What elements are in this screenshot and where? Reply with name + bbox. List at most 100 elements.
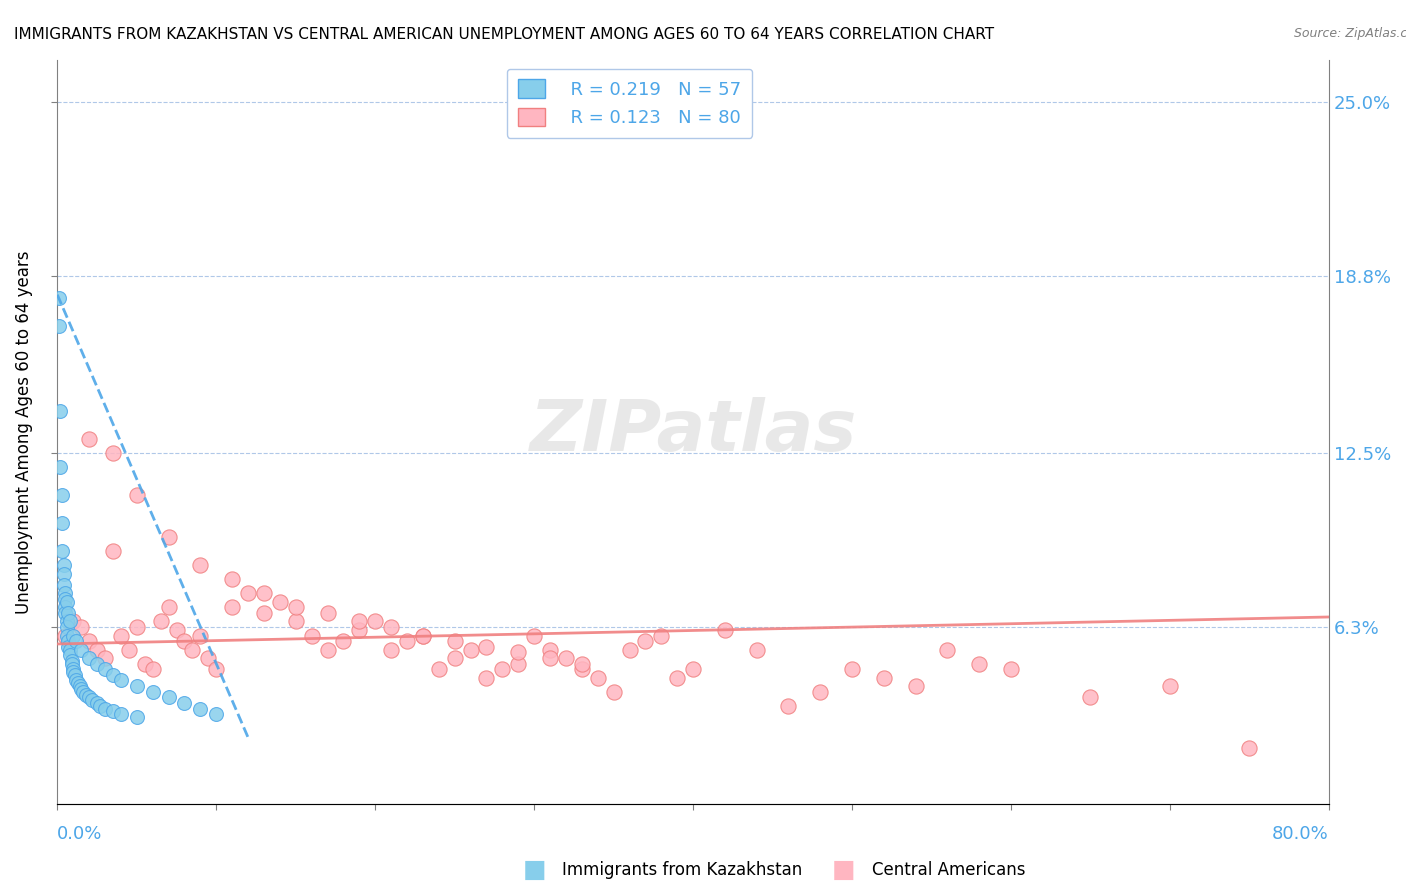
Point xyxy=(70,620,93,634)
Point xyxy=(808,684,831,698)
Point xyxy=(571,657,593,671)
Point xyxy=(52,558,75,573)
Point xyxy=(49,459,72,474)
Point xyxy=(66,676,89,690)
Point xyxy=(62,628,84,642)
Text: ZIPatlas: ZIPatlas xyxy=(530,397,856,467)
Point xyxy=(101,705,124,719)
Point xyxy=(52,578,75,592)
Point xyxy=(56,615,79,629)
Point xyxy=(349,623,371,637)
Point xyxy=(86,657,108,671)
Point xyxy=(475,671,498,685)
Point xyxy=(205,707,228,722)
Point xyxy=(56,595,79,609)
Point xyxy=(284,600,307,615)
Point xyxy=(70,642,93,657)
Point xyxy=(841,662,863,676)
Point xyxy=(190,628,212,642)
Point xyxy=(1159,679,1181,693)
Point xyxy=(157,690,180,705)
Point xyxy=(63,668,86,682)
Point xyxy=(1239,740,1261,755)
Point xyxy=(110,707,132,722)
Point xyxy=(75,688,97,702)
Point xyxy=(197,651,219,665)
Point xyxy=(190,701,212,715)
Point xyxy=(59,615,82,629)
Point xyxy=(110,628,132,642)
Point xyxy=(714,623,737,637)
Point xyxy=(619,642,641,657)
Point xyxy=(149,615,172,629)
Point xyxy=(77,634,100,648)
Text: 80.0%: 80.0% xyxy=(1272,825,1329,843)
Point xyxy=(58,606,80,620)
Text: IMMIGRANTS FROM KAZAKHSTAN VS CENTRAL AMERICAN UNEMPLOYMENT AMONG AGES 60 TO 64 : IMMIGRANTS FROM KAZAKHSTAN VS CENTRAL AM… xyxy=(14,27,994,42)
Point xyxy=(52,566,75,581)
Point xyxy=(181,642,204,657)
Point xyxy=(1080,690,1102,705)
Point xyxy=(101,446,124,460)
Point xyxy=(134,657,156,671)
Point xyxy=(349,615,371,629)
Point xyxy=(94,651,117,665)
Text: ■: ■ xyxy=(832,858,855,881)
Point xyxy=(508,657,530,671)
Point xyxy=(284,615,307,629)
Point xyxy=(58,640,80,654)
Text: 0.0%: 0.0% xyxy=(58,825,103,843)
Point xyxy=(538,651,561,665)
Point xyxy=(873,671,896,685)
Point xyxy=(142,662,165,676)
Point xyxy=(460,642,482,657)
Text: Source: ZipAtlas.com: Source: ZipAtlas.com xyxy=(1294,27,1406,40)
Point xyxy=(190,558,212,573)
Point xyxy=(253,586,276,600)
Point xyxy=(56,620,79,634)
Point xyxy=(555,651,578,665)
Point xyxy=(142,684,165,698)
Point xyxy=(157,600,180,615)
Point xyxy=(586,671,609,685)
Point xyxy=(157,530,180,544)
Point xyxy=(523,628,546,642)
Point xyxy=(571,662,593,676)
Point xyxy=(650,628,672,642)
Point xyxy=(173,696,195,710)
Point xyxy=(967,657,990,671)
Point xyxy=(316,642,339,657)
Point xyxy=(48,292,70,306)
Point xyxy=(69,679,91,693)
Point xyxy=(118,642,141,657)
Point xyxy=(77,432,100,446)
Point xyxy=(60,654,83,668)
Point xyxy=(316,606,339,620)
Point xyxy=(82,693,104,707)
Point xyxy=(412,628,434,642)
Point xyxy=(491,662,513,676)
Point xyxy=(51,516,73,530)
Point xyxy=(205,662,228,676)
Point xyxy=(602,684,624,698)
Point xyxy=(301,628,323,642)
Point xyxy=(778,698,800,713)
Point xyxy=(89,698,111,713)
Point xyxy=(173,634,195,648)
Point xyxy=(443,651,465,665)
Point xyxy=(60,657,83,671)
Point xyxy=(101,544,124,558)
Point xyxy=(475,640,498,654)
Point xyxy=(1000,662,1022,676)
Point xyxy=(51,544,73,558)
Point xyxy=(427,662,450,676)
Point xyxy=(443,634,465,648)
Point xyxy=(253,606,276,620)
Point xyxy=(59,648,82,663)
Y-axis label: Unemployment Among Ages 60 to 64 years: Unemployment Among Ages 60 to 64 years xyxy=(15,250,32,614)
Point xyxy=(65,634,87,648)
Point xyxy=(58,634,80,648)
Point xyxy=(48,319,70,334)
Point xyxy=(666,671,689,685)
Point xyxy=(236,586,259,600)
